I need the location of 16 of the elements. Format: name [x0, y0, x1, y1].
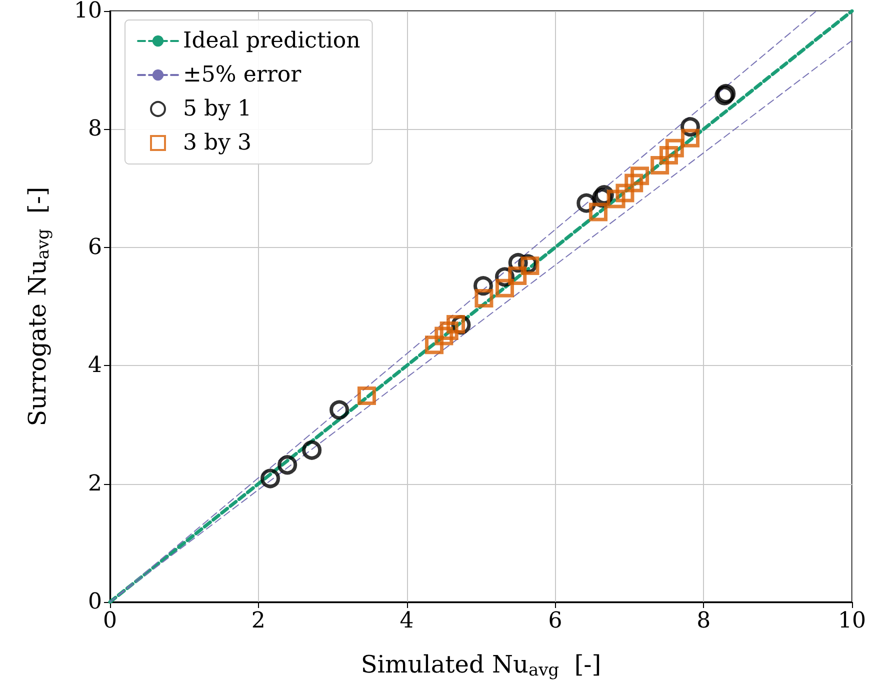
x-tick-label: 8 [696, 608, 711, 634]
y-tick-label: 6 [88, 234, 102, 260]
y-tick-label: 10 [74, 0, 102, 24]
legend-label: ±5% error [183, 62, 302, 88]
y-tick-label: 0 [88, 590, 102, 614]
legend-label: 3 by 3 [183, 130, 252, 156]
y-tick-label: 8 [88, 116, 102, 142]
y-tick-label: 2 [88, 471, 102, 496]
y-tick-label: 4 [88, 353, 102, 378]
x-tick-label: 2 [251, 608, 266, 634]
x-tick-label: 10 [838, 608, 866, 634]
y-axis-title: Surrogate Nuavg [-] [24, 186, 54, 426]
legend-label: 5 by 1 [183, 96, 252, 122]
x-tick-label: 4 [400, 608, 414, 634]
x-tick-label: 6 [548, 608, 562, 634]
legend-label: Ideal prediction [183, 28, 360, 54]
